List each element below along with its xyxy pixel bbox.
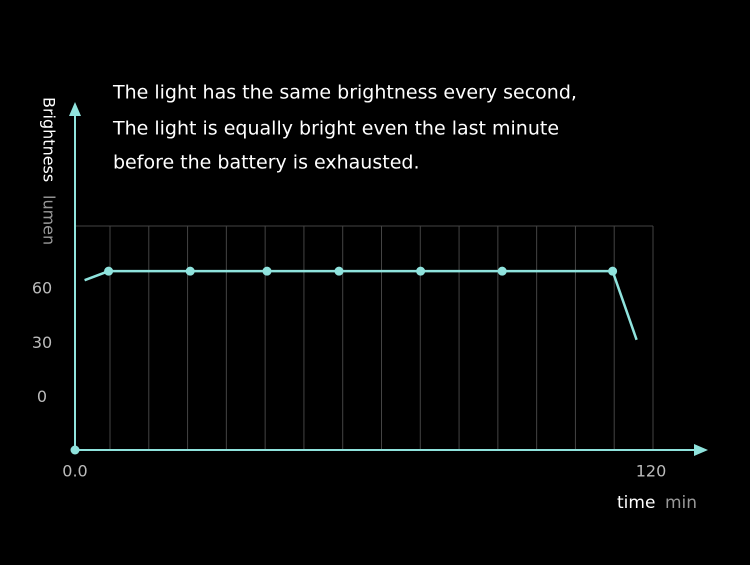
data-point [334,266,344,276]
y-label: Brightness [40,97,59,182]
annotation-line: The light has the same brightness every … [112,82,577,104]
y-arrow [69,102,81,116]
data-point [416,266,426,276]
y-axis-title: Brightness lumen [40,97,59,245]
y-unit: lumen [40,195,59,245]
origin-dot [70,445,80,455]
data-point [104,266,114,276]
y-tick-label: 0 [37,387,47,406]
x-tick-label: 0.0 [62,462,87,481]
x-unit: min [665,493,697,513]
annotation-line: before the battery is exhausted. [113,152,419,174]
data-point [185,266,195,276]
x-tick-label: 120 [636,462,667,481]
x-label: time [617,493,655,513]
data-point [262,266,272,276]
y-tick-label: 30 [32,333,52,352]
y-tick-label: 60 [32,279,52,298]
annotation-line: The light is equally bright even the las… [112,118,559,140]
x-arrow [694,444,708,456]
data-point [497,266,507,276]
data-point [608,266,618,276]
